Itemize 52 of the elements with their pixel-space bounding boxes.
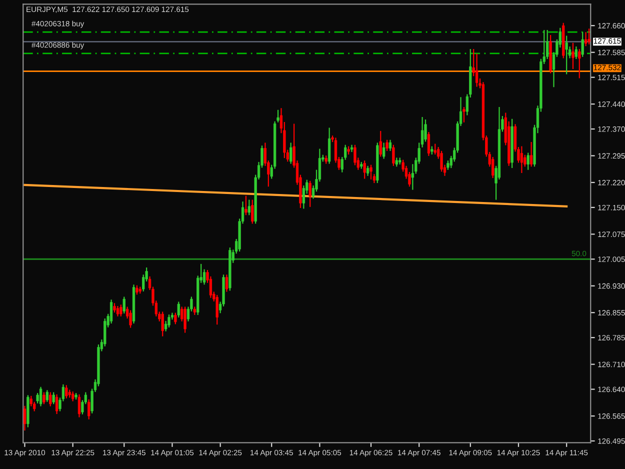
candlestick [581,32,584,57]
candlestick [216,294,218,325]
candlestick [350,144,354,152]
candlestick [110,300,113,324]
candlestick [168,314,170,328]
candlestick [370,164,372,180]
candlestick [379,130,382,157]
candlestick [386,140,388,151]
candlestick [52,392,55,404]
candlestick [122,296,126,314]
candlestick [328,128,331,164]
candlestick [88,399,90,420]
candlestick [78,394,81,418]
candlestick [392,144,395,166]
candlestick [565,36,568,74]
candlestick [440,150,443,172]
candlestick [23,406,26,430]
candlestick [184,306,186,333]
candlestick [129,310,132,328]
candlestick [244,196,248,216]
candlestick [520,146,524,174]
candlestick [49,392,52,406]
candlestick [382,142,386,159]
candlestick [530,142,533,167]
candlestick [526,152,530,170]
candlestick [388,140,392,151]
candlestick [434,144,436,155]
candlestick [363,160,366,179]
candlestick [120,304,122,316]
candlestick [578,48,581,78]
candlestick [42,392,46,404]
candlestick [276,110,280,122]
candlestick [574,46,578,59]
candlestick [308,180,312,207]
candlestick [572,42,574,69]
candlestick [177,302,180,318]
candlestick [161,312,164,336]
candlestick [462,107,466,122]
candlestick [39,386,42,406]
candlestick [225,274,228,292]
candlestick [116,306,120,316]
candlestick [251,200,254,224]
candlestick [174,312,177,324]
candlestick [36,392,39,404]
candlestick [290,142,292,164]
candlestick [55,394,58,414]
candlestick [46,390,49,402]
candlestick [248,200,250,216]
candlestick [584,32,588,46]
candlestick [65,385,68,398]
candlestick [588,28,590,44]
candlestick [427,132,430,156]
